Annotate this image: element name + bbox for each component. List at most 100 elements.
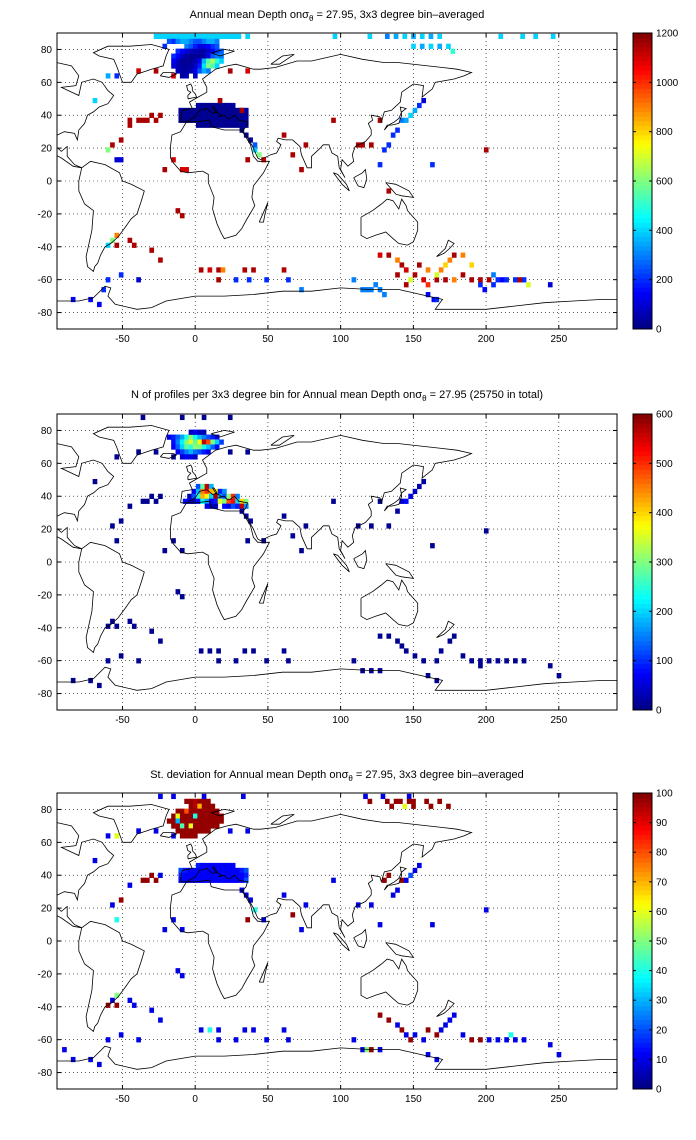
data-cell [389,803,395,809]
data-cell [246,277,252,283]
data-cell [195,483,201,490]
data-cell [92,97,98,104]
data-cell [217,117,223,123]
data-cell [195,117,201,123]
data-cell [386,1017,392,1023]
data-cell [482,287,488,293]
data-cell [513,658,518,664]
data-cell [214,38,220,44]
data-cell [235,872,240,878]
data-cell [408,493,413,499]
data-cell [193,38,198,44]
data-cell [187,112,192,118]
coastline-africa [170,879,271,1000]
data-cell [222,488,227,495]
panel-title: St. deviation for Annual mean Depth onσθ… [150,769,524,783]
data-cell [153,498,159,504]
data-cell [303,902,309,908]
data-cell [200,493,205,499]
data-cell [233,277,239,283]
data-cell [206,53,211,59]
data-cell [210,823,216,829]
data-cell [406,798,412,804]
data-cell [166,434,172,440]
data-cell [179,414,185,421]
data-cell [421,1037,427,1043]
data-cell [201,68,207,74]
coastline-iceland [159,832,178,838]
data-cell [226,503,232,509]
data-cell [193,53,198,59]
data-cell [243,117,249,123]
data-cell [547,1042,553,1048]
data-cell [369,902,374,908]
data-cell [210,444,216,450]
data-cell [521,277,527,283]
data-cell [206,813,211,819]
data-cell [184,813,189,819]
data-cell [187,107,192,114]
data-cell [252,147,258,153]
data-cell [513,277,518,283]
data-cell [193,58,198,64]
data-cell [430,543,435,549]
data-cell [217,872,223,878]
data-cell [179,213,185,219]
data-cell [216,1037,221,1043]
data-cell [127,618,133,624]
data-cell [166,38,172,44]
data-cell [114,992,120,999]
data-cell [197,803,203,809]
data-cell [197,53,203,59]
data-cell [393,798,399,804]
data-cell [175,444,181,450]
data-cell [434,1056,440,1063]
data-cell [226,102,232,109]
data-cell [201,53,207,59]
data-cell [377,922,383,928]
data-cell [299,167,304,173]
data-cell [403,648,409,654]
data-cell [239,877,245,883]
data-cell [171,454,176,460]
data-cell [430,162,435,168]
coastline-south_america [78,920,145,1033]
data-cell [226,122,232,128]
data-cell [385,33,390,40]
data-cell [239,503,245,509]
data-cell [188,53,194,59]
data-cell [399,1027,405,1033]
data-cell [184,833,189,839]
data-cell [434,1032,440,1038]
y-tick-label: -80 [38,1068,53,1079]
data-cell [149,247,155,253]
data-cell [235,877,240,883]
data-cell [204,112,210,118]
data-cell [188,63,194,69]
grid [57,793,617,1089]
x-tick-label: 250 [550,715,567,726]
data-cell [197,38,203,44]
data-cell [136,658,141,664]
data-cell [158,793,163,800]
data-cell [210,58,216,64]
coastline-australia [360,579,419,627]
y-tick-label: -20 [38,209,53,220]
y-tick-label: -40 [38,623,53,634]
data-cell [399,643,405,649]
data-cell [223,33,229,40]
colorbar-tick-label: 40 [656,966,668,977]
data-cell [188,803,194,809]
data-cell [210,439,216,445]
data-cell [179,167,185,173]
colorbar-tick-label: 200 [656,607,673,618]
coastline-uk [186,83,198,100]
data-cell [179,33,185,40]
data-cell [201,803,207,809]
data-cell [105,147,111,153]
data-cell [114,1002,120,1008]
data-cell [158,493,163,499]
data-cell [443,262,448,268]
data-cell [191,493,197,499]
data-cell [412,1032,418,1038]
